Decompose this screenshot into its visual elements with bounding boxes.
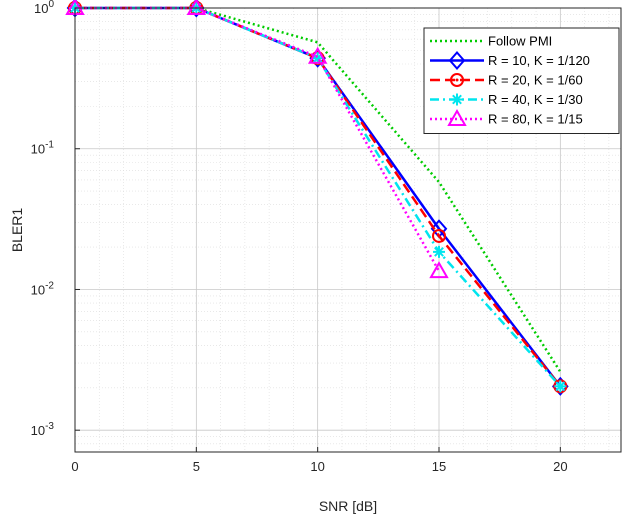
y-axis-label: BLER1 <box>9 208 25 253</box>
minor-grid <box>75 8 621 452</box>
legend-label: Follow PMI <box>488 34 552 49</box>
x-axis: 0 5 10 15 20 <box>71 447 568 474</box>
y-axis: 10-3 10-2 10-1 100 <box>31 0 80 438</box>
y-tick-label: 10-3 <box>31 421 55 438</box>
legend-label: R = 10, K = 1/120 <box>488 53 590 68</box>
x-tick-label: 20 <box>553 459 567 474</box>
legend-entry: R = 20, K = 1/60 <box>430 73 583 88</box>
legend-label: R = 40, K = 1/30 <box>488 92 583 107</box>
x-axis-label: SNR [dB] <box>319 498 377 514</box>
legend-label: R = 80, K = 1/15 <box>488 112 583 127</box>
legend-entry: Follow PMI <box>430 34 552 49</box>
data-point-circle-center <box>455 78 459 82</box>
x-tick-label: 10 <box>310 459 324 474</box>
data-point-circle-center <box>437 234 441 238</box>
data-point-circle <box>432 228 446 243</box>
legend-entry: R = 10, K = 1/120 <box>430 50 590 71</box>
plot-frame <box>74 7 622 453</box>
y-tick-label: 10-1 <box>31 140 55 157</box>
y-tick-label: 10-2 <box>31 280 55 297</box>
y-tick-label: 100 <box>34 0 54 16</box>
data-point-asterisk <box>451 93 463 106</box>
data-point-circle <box>450 73 464 87</box>
data-point-triangle <box>447 108 467 126</box>
legend-label: R = 20, K = 1/60 <box>488 73 583 88</box>
data-point-triangle <box>429 261 449 279</box>
legend-entry: R = 40, K = 1/30 <box>430 92 583 107</box>
data-point-asterisk <box>433 245 445 258</box>
legend: Follow PMI R = 10, K = 1/120 R = 20, K = 1… <box>423 27 620 134</box>
x-tick-label: 5 <box>193 459 200 474</box>
data-point-triangle <box>186 0 207 15</box>
data-point-asterisk <box>554 380 567 393</box>
data-point-triangle <box>307 46 328 64</box>
data-point-diamond <box>448 50 466 71</box>
x-tick-label: 15 <box>432 459 446 474</box>
x-tick-label: 0 <box>71 459 78 474</box>
legend-entry: R = 80, K = 1/15 <box>430 108 583 127</box>
